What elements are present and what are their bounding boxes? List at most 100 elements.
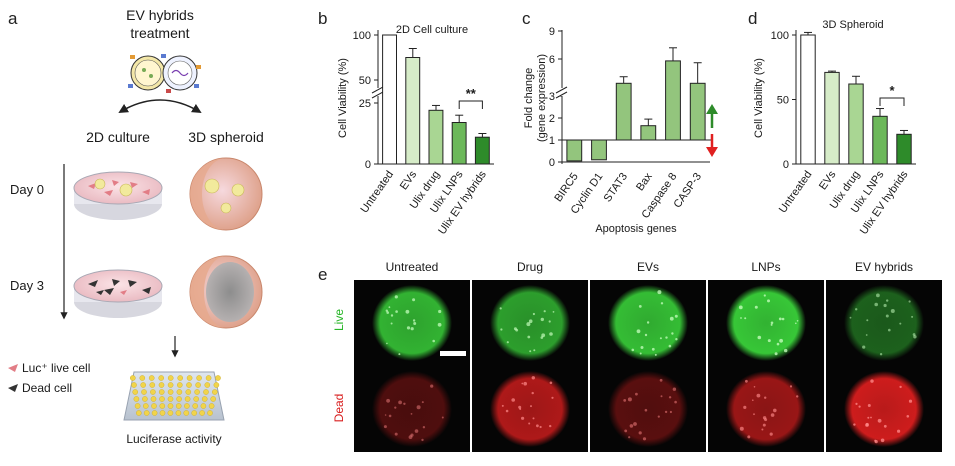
dead-speckle bbox=[511, 398, 515, 402]
dead-speckle bbox=[549, 424, 552, 428]
dead-speckle bbox=[674, 400, 677, 404]
bar bbox=[428, 109, 444, 165]
dead-speckle bbox=[753, 413, 755, 416]
x-tick-label: EVs bbox=[398, 168, 420, 192]
dead-speckle bbox=[908, 399, 913, 403]
dead-speckle bbox=[536, 424, 539, 428]
plate-well bbox=[143, 410, 150, 416]
dead-speckle bbox=[528, 422, 531, 425]
panel-a: a EV hybrids treatment 2D culture 3D sph… bbox=[8, 7, 264, 446]
live-speckle bbox=[886, 299, 889, 302]
live-speckle bbox=[767, 339, 771, 343]
plate-well bbox=[150, 396, 157, 402]
plate-well bbox=[215, 375, 221, 381]
dead-speckle bbox=[532, 417, 535, 420]
dead-speckle bbox=[870, 379, 874, 383]
live-speckle bbox=[888, 328, 891, 332]
live-speckle bbox=[513, 327, 517, 331]
well-plate bbox=[123, 371, 225, 421]
dead-speckle bbox=[789, 385, 793, 388]
plate-well bbox=[196, 375, 202, 381]
y-tick-label: 100 bbox=[353, 30, 371, 42]
live-speckle bbox=[659, 337, 662, 340]
live-speckle bbox=[675, 338, 678, 341]
bar bbox=[405, 57, 421, 165]
live-speckle bbox=[644, 333, 648, 337]
chart-b: 2D Cell culture Cell Viability (%) 0 25 50 10… bbox=[337, 24, 494, 237]
plate-well bbox=[208, 403, 215, 409]
live-speckle bbox=[636, 329, 641, 334]
plate-well bbox=[185, 389, 192, 395]
y-axis-label: Cell Viability (%) bbox=[337, 58, 349, 138]
bar bbox=[824, 71, 840, 165]
bar bbox=[615, 82, 632, 141]
live-speckle bbox=[395, 310, 398, 313]
dead-speckle bbox=[551, 396, 554, 399]
panel-a-letter: a bbox=[8, 9, 18, 28]
plate-well bbox=[133, 396, 140, 402]
chart-d: 3D Spheroid Cell Viability (%) 0 50 100 Untre… bbox=[753, 19, 916, 237]
live-speckle bbox=[866, 319, 869, 322]
dead-speckle bbox=[519, 408, 522, 410]
dead-speckle bbox=[629, 424, 634, 428]
live-spheroid bbox=[726, 285, 806, 361]
dead-speckle bbox=[773, 408, 777, 413]
plate-well bbox=[167, 396, 174, 402]
y-axis-label: Cell Viability (%) bbox=[753, 58, 765, 138]
dead-speckle bbox=[867, 404, 871, 407]
plate-well bbox=[149, 382, 156, 388]
x-tick-label: EVs bbox=[817, 168, 839, 192]
chart-c: Fold change (gene expression)012369BIRC5C… bbox=[523, 26, 718, 235]
dead-speckle bbox=[865, 422, 869, 427]
live-speckle bbox=[763, 294, 766, 297]
plate-well bbox=[139, 375, 146, 381]
live-speckle bbox=[390, 322, 393, 325]
bar bbox=[872, 115, 888, 165]
dead-speckle bbox=[880, 438, 885, 443]
plate-well bbox=[158, 389, 165, 395]
dead-speckle bbox=[624, 429, 628, 433]
axis-break-mark bbox=[371, 86, 384, 94]
dead-speckle bbox=[414, 429, 419, 433]
dead-speckle bbox=[906, 415, 910, 418]
y-tick-label: 25 bbox=[359, 98, 371, 110]
dead-speckle bbox=[635, 392, 638, 396]
bar bbox=[640, 125, 657, 141]
dead-speckle bbox=[441, 416, 444, 419]
plate-well bbox=[213, 382, 220, 388]
plate-well bbox=[175, 410, 182, 416]
live-speckle bbox=[527, 335, 531, 339]
y-tick-label: 6 bbox=[549, 54, 555, 66]
panel-e: e Untreated Drug EVs LNPs EV hybrids Live Dead bbox=[318, 260, 942, 452]
dead-speckle bbox=[897, 429, 901, 433]
live-speckle bbox=[406, 326, 411, 330]
plate-well bbox=[151, 410, 158, 416]
dead-speckle bbox=[388, 414, 392, 418]
assay-label: Luciferase activity bbox=[126, 432, 221, 446]
plate-well bbox=[176, 382, 183, 388]
dead-speckle bbox=[762, 423, 766, 427]
dead-speckle bbox=[657, 415, 660, 418]
dead-speckle bbox=[530, 405, 532, 408]
dead-cell-icon bbox=[8, 384, 18, 392]
live-speckle bbox=[849, 316, 852, 319]
live-speckle bbox=[774, 352, 778, 356]
live-speckle bbox=[548, 320, 551, 323]
dead-speckle bbox=[659, 378, 663, 382]
dead-speckle bbox=[761, 428, 764, 431]
live-speckle bbox=[767, 299, 770, 303]
live-speckle bbox=[911, 315, 914, 318]
live-speckle bbox=[386, 311, 390, 314]
dead-speckle bbox=[384, 414, 387, 416]
live-speckle bbox=[388, 306, 391, 309]
plate-well bbox=[186, 375, 193, 381]
row-label-live: Live bbox=[332, 309, 346, 331]
panel-c-letter: c bbox=[522, 9, 531, 28]
plate-well bbox=[183, 410, 190, 416]
live-speckle bbox=[770, 323, 773, 326]
plate-well bbox=[135, 410, 142, 416]
live-speckle bbox=[412, 298, 416, 302]
legend-live-label: Luc⁺ live cell bbox=[22, 361, 90, 375]
live-speckle bbox=[862, 345, 866, 349]
